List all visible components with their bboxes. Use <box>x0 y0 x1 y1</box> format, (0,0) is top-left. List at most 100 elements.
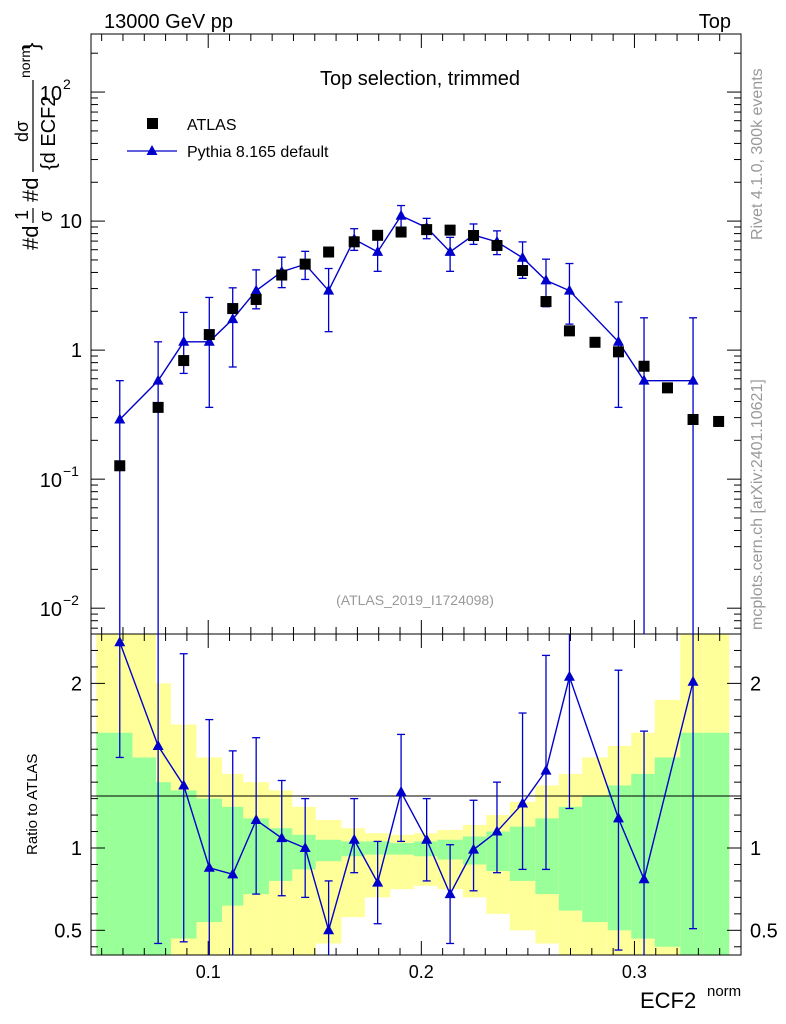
atlas-point <box>444 224 456 236</box>
legend-atlas-label: ATLAS <box>187 117 237 134</box>
pythia-ratio-point <box>323 924 335 935</box>
ratio-ylabel: Ratio to ATLAS <box>24 754 41 855</box>
ratio-bands <box>96 634 730 955</box>
pythia-ratio-point <box>612 812 624 823</box>
legend: ATLAS Pythia 8.165 default <box>127 117 329 161</box>
atlas-point <box>395 226 407 238</box>
pythia-point <box>227 313 239 324</box>
main-ytick-label-base: 10 <box>40 599 62 621</box>
pythia-ratio-point <box>152 739 164 750</box>
main-data-series <box>114 224 725 472</box>
pythia-point <box>250 284 262 295</box>
atlas-point <box>661 382 673 394</box>
yellow-band-bin <box>292 806 316 955</box>
pythia-ratio-point <box>178 779 190 790</box>
main-ytick-label-base: 10 <box>40 83 62 105</box>
green-band-bin <box>390 843 414 855</box>
atlas-point <box>421 224 433 236</box>
atlas-point <box>203 329 215 341</box>
green-band-bin <box>607 785 632 931</box>
ylabel-frac1-num: 1 <box>12 210 32 220</box>
legend-pythia-label: Pythia 8.165 default <box>187 144 329 161</box>
pythia-ratio-point <box>299 842 311 852</box>
atlas-point <box>687 413 699 425</box>
header-left: 13000 GeV pp <box>104 11 233 33</box>
legend-pythia-marker <box>146 145 158 155</box>
pythia-ratio-point <box>687 675 699 686</box>
green-band-bin <box>558 806 583 911</box>
main-ytick-label-base: 10 <box>40 470 62 492</box>
green-band-bin <box>341 841 365 857</box>
pythia-ratio-point <box>421 833 433 844</box>
main-ytick-label-exp: 2 <box>63 76 71 92</box>
atlas-point <box>348 236 360 248</box>
ratio-ytick-label-right: 1 <box>750 838 761 860</box>
ylabel-frac1-den: σ <box>36 211 56 222</box>
pythia-line <box>119 214 694 420</box>
atlas-point <box>299 258 311 270</box>
chart-title: Top selection, trimmed <box>320 68 520 90</box>
xlabel-sup: norm <box>707 983 741 1000</box>
pythia-ratio-point <box>517 797 529 808</box>
green-band-bin <box>680 732 704 955</box>
ylabel-frac2-den: {d ECF2 <box>38 96 60 170</box>
pythia-point <box>444 245 456 256</box>
pythia-point <box>178 335 190 346</box>
green-band-bin <box>535 818 559 895</box>
green-band-bin <box>109 732 133 955</box>
pythia-point <box>638 374 650 385</box>
main-ytick-label: 1 <box>71 340 82 362</box>
ratio-ytick-label-right: 0.5 <box>750 920 778 942</box>
atlas-point <box>612 346 624 358</box>
pythia-ratio-point <box>276 832 288 843</box>
pythia-ratio-point <box>114 636 126 647</box>
pythia-ratio-point <box>540 764 552 775</box>
pythia-ratio-line <box>119 641 694 933</box>
main-ytick-label-exp: −1 <box>63 463 79 479</box>
pythia-ratio-point <box>563 670 575 681</box>
pythia-point <box>687 374 699 385</box>
ratio-ytick-label: 2 <box>71 673 82 695</box>
atlas-point <box>276 269 288 281</box>
main-ytick-label-exp: −2 <box>63 592 79 608</box>
atlas-point <box>638 360 650 372</box>
green-band-bin <box>582 795 608 923</box>
green-band-bin <box>156 782 171 955</box>
pythia-point <box>540 274 552 285</box>
atlas-point <box>178 355 190 367</box>
atlas-point <box>152 401 164 413</box>
pythia-point <box>563 284 575 295</box>
main-ylabel: #d 1 σ #d dσ {d ECF2 norm } <box>12 43 60 250</box>
atlas-point <box>468 230 480 242</box>
green-band-bin <box>631 773 655 939</box>
yellow-band-bin <box>390 834 414 890</box>
pythia-ratio-point <box>468 843 480 854</box>
green-band-bin <box>132 757 156 955</box>
pythia-ratio-point <box>491 825 503 836</box>
main-mc-series <box>114 204 699 634</box>
ylabel-close: } <box>18 43 43 50</box>
header-right: Top <box>699 11 731 33</box>
pythia-ratio-point <box>372 876 384 887</box>
pythia-ratio-point <box>444 888 456 899</box>
atlas-point <box>713 415 725 427</box>
main-ytick-label: 10 <box>60 211 82 233</box>
pythia-point <box>203 335 215 346</box>
ratio-plot-frame <box>90 633 742 956</box>
green-band-bin <box>486 831 510 872</box>
pythia-point <box>323 284 335 295</box>
pythia-ratio-point <box>203 861 215 872</box>
pythia-ratio-point <box>250 814 262 825</box>
pythia-point <box>152 374 164 385</box>
xlabel-main: ECF2 <box>640 988 696 1013</box>
atlas-point <box>227 303 239 315</box>
green-band-bin <box>654 757 681 947</box>
ratio-ytick-label: 0.5 <box>54 920 82 942</box>
pythia-point <box>372 245 384 256</box>
ratio-ytick-label: 1 <box>71 838 82 860</box>
xtick-label: 0.2 <box>409 962 434 982</box>
pythia-point <box>395 209 407 220</box>
atlas-point <box>250 293 262 305</box>
pythia-ratio-point <box>227 868 239 879</box>
